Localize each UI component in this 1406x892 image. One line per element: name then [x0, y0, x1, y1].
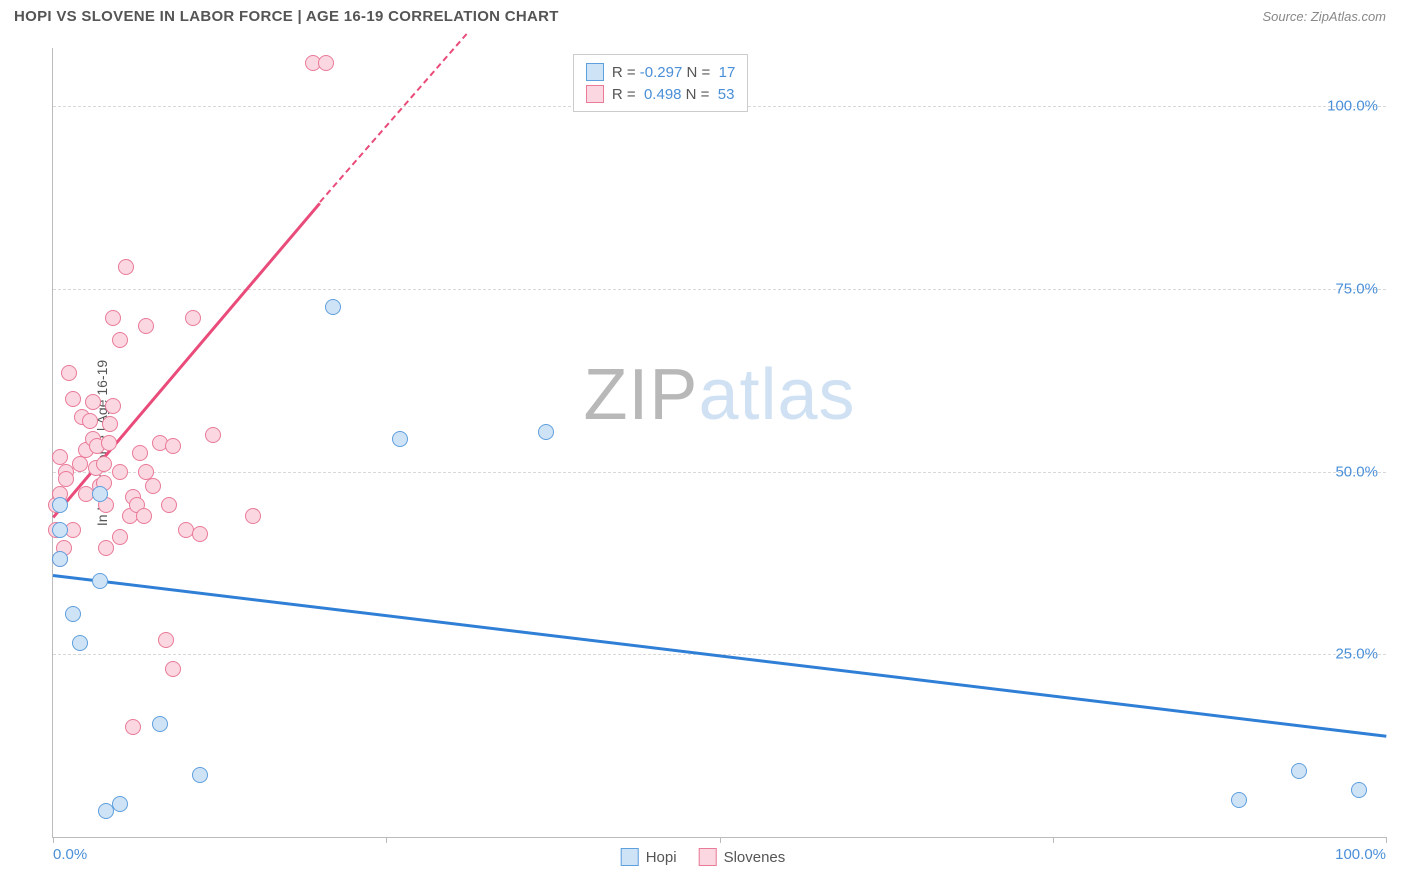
- scatter-chart: In Labor Force | Age 16-19 ZIPatlas 25.0…: [52, 48, 1386, 838]
- data-point-slovenes: [65, 391, 81, 407]
- data-point-hopi: [392, 431, 408, 447]
- legend-item-slovenes: Slovenes: [699, 848, 786, 866]
- data-point-slovenes: [98, 540, 114, 556]
- legend-label-hopi: Hopi: [646, 849, 677, 866]
- data-point-slovenes: [118, 259, 134, 275]
- y-tick-label: 100.0%: [1327, 98, 1378, 115]
- gridline: [53, 289, 1386, 290]
- data-point-slovenes: [165, 438, 181, 454]
- data-point-hopi: [52, 551, 68, 567]
- data-point-slovenes: [145, 478, 161, 494]
- data-point-hopi: [1231, 792, 1247, 808]
- x-tick-mark: [53, 837, 54, 843]
- chart-title: HOPI VS SLOVENE IN LABOR FORCE | AGE 16-…: [14, 8, 559, 25]
- data-point-slovenes: [112, 332, 128, 348]
- y-tick-label: 75.0%: [1335, 281, 1378, 298]
- data-point-hopi: [52, 522, 68, 538]
- x-tick-mark: [720, 837, 721, 843]
- legend-stats: R = 0.498 N = 53: [612, 86, 735, 103]
- y-tick-label: 25.0%: [1335, 646, 1378, 663]
- x-tick-label: 100.0%: [1335, 846, 1386, 863]
- data-point-hopi: [72, 635, 88, 651]
- data-point-slovenes: [132, 445, 148, 461]
- x-tick-label: 0.0%: [53, 846, 87, 863]
- data-point-hopi: [1291, 763, 1307, 779]
- watermark-text-a: ZIP: [583, 354, 698, 436]
- data-point-slovenes: [161, 497, 177, 513]
- data-point-slovenes: [61, 365, 77, 381]
- x-tick-mark: [386, 837, 387, 843]
- data-point-hopi: [92, 573, 108, 589]
- data-point-slovenes: [112, 529, 128, 545]
- data-point-slovenes: [52, 449, 68, 465]
- legend-stats: R = -0.297 N = 17: [612, 64, 735, 81]
- data-point-slovenes: [102, 416, 118, 432]
- correlation-legend: R = -0.297 N = 17 R = 0.498 N = 53: [573, 54, 748, 112]
- data-point-slovenes: [138, 464, 154, 480]
- data-point-slovenes: [165, 661, 181, 677]
- data-point-hopi: [112, 796, 128, 812]
- data-point-slovenes: [192, 526, 208, 542]
- data-point-slovenes: [82, 413, 98, 429]
- data-point-hopi: [538, 424, 554, 440]
- data-point-slovenes: [72, 456, 88, 472]
- data-point-slovenes: [96, 456, 112, 472]
- x-tick-mark: [1053, 837, 1054, 843]
- trend-line: [53, 574, 1386, 737]
- trend-line: [319, 34, 467, 203]
- data-point-slovenes: [136, 508, 152, 524]
- data-point-slovenes: [138, 318, 154, 334]
- data-point-hopi: [92, 486, 108, 502]
- gridline: [53, 472, 1386, 473]
- watermark: ZIPatlas: [583, 354, 855, 436]
- data-point-slovenes: [318, 55, 334, 71]
- data-point-slovenes: [245, 508, 261, 524]
- legend-row: R = 0.498 N = 53: [586, 83, 735, 105]
- swatch-hopi: [621, 848, 639, 866]
- data-point-hopi: [65, 606, 81, 622]
- data-point-slovenes: [101, 435, 117, 451]
- data-point-slovenes: [105, 310, 121, 326]
- data-point-slovenes: [112, 464, 128, 480]
- data-point-hopi: [152, 716, 168, 732]
- data-point-hopi: [192, 767, 208, 783]
- y-tick-label: 50.0%: [1335, 463, 1378, 480]
- data-point-slovenes: [58, 471, 74, 487]
- swatch-hopi: [586, 63, 604, 81]
- x-tick-mark: [1386, 837, 1387, 843]
- legend-row: R = -0.297 N = 17: [586, 61, 735, 83]
- data-point-slovenes: [85, 394, 101, 410]
- data-point-slovenes: [125, 719, 141, 735]
- data-point-slovenes: [185, 310, 201, 326]
- swatch-slovenes: [586, 85, 604, 103]
- watermark-text-b: atlas: [698, 354, 855, 436]
- source-attribution: Source: ZipAtlas.com: [1262, 9, 1386, 24]
- bottom-legend: Hopi Slovenes: [621, 848, 786, 866]
- legend-label-slovenes: Slovenes: [724, 849, 786, 866]
- data-point-hopi: [1351, 782, 1367, 798]
- data-point-slovenes: [105, 398, 121, 414]
- data-point-hopi: [52, 497, 68, 513]
- data-point-slovenes: [158, 632, 174, 648]
- data-point-slovenes: [205, 427, 221, 443]
- data-point-hopi: [325, 299, 341, 315]
- legend-item-hopi: Hopi: [621, 848, 677, 866]
- swatch-slovenes: [699, 848, 717, 866]
